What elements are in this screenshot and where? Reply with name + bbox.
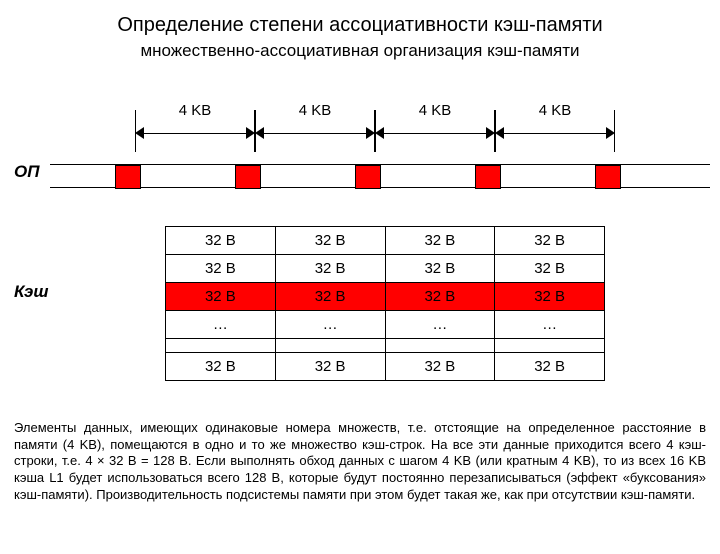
table-row: 32 B32 B32 B32 B [166, 353, 605, 381]
double-arrow-icon [135, 124, 255, 144]
kb-label: 4 KB [299, 102, 332, 119]
table-cell: 32 B [275, 255, 385, 283]
table-row [166, 339, 605, 353]
table-cell: 32 B [166, 255, 276, 283]
cache-table: 32 B32 B32 B32 B32 B32 B32 B32 B32 B32 B… [165, 226, 605, 381]
table-cell: 32 B [385, 255, 495, 283]
table-cell: 32 B [275, 283, 385, 311]
kb-segment: 4 KB [135, 102, 255, 148]
explanation-paragraph: Элементы данных, имеющих одинаковые номе… [14, 420, 706, 503]
table-row: 32 B32 B32 B32 B [166, 283, 605, 311]
table-cell: 32 B [385, 227, 495, 255]
memory-block [475, 165, 501, 189]
table-cell: 32 B [275, 353, 385, 381]
table-cell-spacer [275, 339, 385, 353]
table-row: 32 B32 B32 B32 B [166, 227, 605, 255]
table-row: 32 B32 B32 B32 B [166, 255, 605, 283]
table-cell: 32 B [495, 283, 605, 311]
table-row: ………… [166, 311, 605, 339]
memory-block [115, 165, 141, 189]
table-cell: 32 B [166, 227, 276, 255]
memory-block [355, 165, 381, 189]
double-arrow-icon [375, 124, 495, 144]
table-cell: 32 B [275, 227, 385, 255]
kb-label: 4 KB [179, 102, 212, 119]
table-cell: … [275, 311, 385, 339]
kb-segment: 4 KB [255, 102, 375, 148]
table-cell-spacer [385, 339, 495, 353]
memory-block [595, 165, 621, 189]
table-cell: 32 B [495, 353, 605, 381]
kb-label: 4 KB [539, 102, 572, 119]
page-title: Определение степени ассоциативности кэш-… [0, 14, 720, 37]
table-cell: 32 B [166, 283, 276, 311]
table-cell: … [385, 311, 495, 339]
table-cell: … [495, 311, 605, 339]
kb-label: 4 KB [419, 102, 452, 119]
table-cell: 32 B [385, 283, 495, 311]
cache-label: Кэш [14, 282, 49, 302]
table-cell: 32 B [495, 227, 605, 255]
main-memory-label: ОП [14, 162, 39, 182]
page-subtitle: множественно-ассоциативная организация к… [0, 41, 720, 61]
table-cell-spacer [166, 339, 276, 353]
table-cell: 32 B [385, 353, 495, 381]
table-cell: … [166, 311, 276, 339]
kb-segment: 4 KB [495, 102, 615, 148]
kb-segment: 4 KB [375, 102, 495, 148]
memory-block [235, 165, 261, 189]
table-cell: 32 B [495, 255, 605, 283]
double-arrow-icon [255, 124, 375, 144]
double-arrow-icon [495, 124, 615, 144]
table-cell-spacer [495, 339, 605, 353]
table-cell: 32 B [166, 353, 276, 381]
memory-strip [50, 164, 710, 188]
kb-label-row: 4 KB 4 KB 4 KB 4 KB [135, 102, 615, 148]
